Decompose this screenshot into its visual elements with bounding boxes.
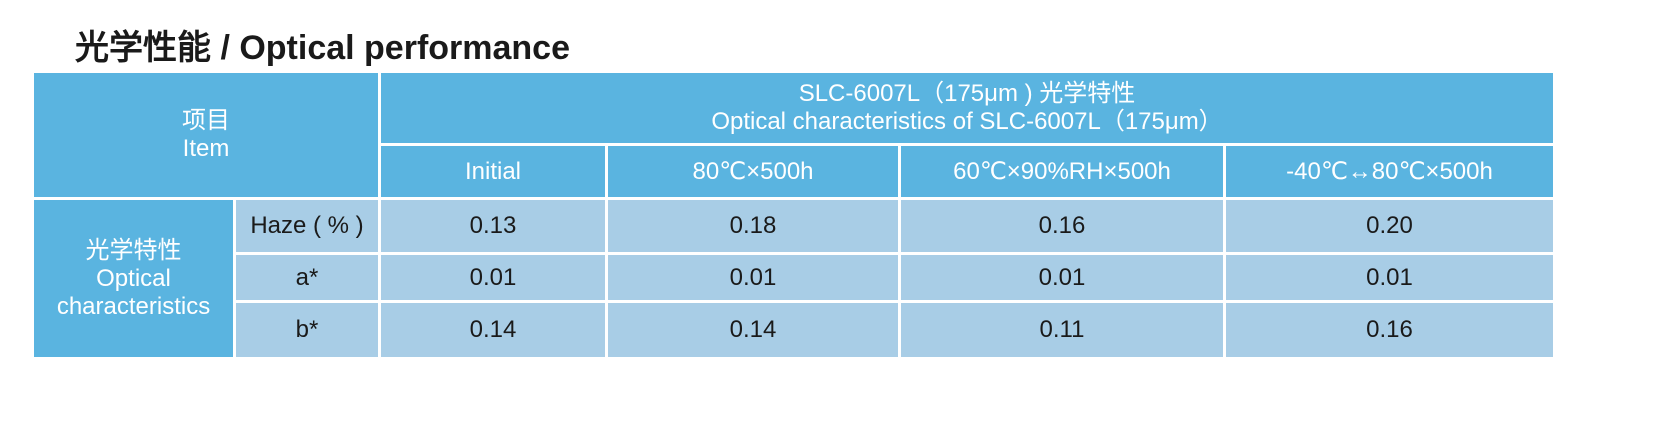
cell-text: 0.14: [469, 316, 517, 343]
value-cell: 0.01: [381, 255, 605, 300]
group-header: 光学特性 Optical characteristics: [34, 200, 233, 357]
cell-text: 0.01: [729, 263, 777, 291]
value-cell: 0.01: [608, 255, 898, 300]
value-cell: 0.16: [1226, 303, 1553, 357]
cell-text: 0.01: [469, 263, 517, 291]
cell-text: SLC-6007L（175μm ) 光学特性: [798, 80, 1136, 107]
condition-header: 80℃×500h: [608, 146, 898, 197]
value-cell: 0.16: [901, 200, 1223, 252]
value-cell: 0.14: [381, 303, 605, 357]
value-cell: 0.20: [1226, 200, 1553, 252]
row-label: b*: [236, 303, 378, 357]
cell-text: 0.01: [1038, 263, 1086, 291]
value-cell: 0.11: [901, 303, 1223, 357]
value-cell: 0.14: [608, 303, 898, 357]
cell-text: Item: [182, 135, 230, 162]
cell-text: 0.14: [729, 316, 777, 343]
cell-text: 0.11: [1039, 316, 1085, 343]
condition-header: Initial: [381, 146, 605, 197]
cell-text: Haze ( % ): [250, 212, 364, 239]
cell-text: 0.20: [1366, 212, 1413, 239]
cell-text: 项目: [182, 107, 230, 134]
item-header: 项目 Item: [34, 73, 378, 197]
cell-text: a*: [295, 263, 319, 291]
title: 光学性能 / Optical performance: [75, 29, 570, 67]
cell-text: 0.01: [1366, 263, 1413, 291]
condition-header: -40℃↔80℃×500h: [1226, 146, 1553, 197]
value-cell: 0.18: [608, 200, 898, 252]
cell-text: characteristics: [56, 292, 211, 320]
cell-text: 0.13: [469, 212, 517, 239]
cell-text: b*: [295, 316, 319, 343]
cell-text: 光学特性: [85, 236, 182, 264]
cell-text: -40℃↔80℃×500h: [1286, 157, 1493, 185]
product-header: SLC-6007L（175μm ) 光学特性 Optical characteri…: [381, 73, 1553, 143]
cell-text: Initial: [464, 157, 522, 185]
value-cell: 0.13: [381, 200, 605, 252]
value-cell: 0.01: [901, 255, 1223, 300]
value-cell: 0.01: [1226, 255, 1553, 300]
cell-text: 0.18: [729, 212, 777, 239]
cell-text: 80℃×500h: [692, 157, 814, 185]
cell-text: Optical characteristics of SLC-6007L（175…: [711, 108, 1223, 135]
condition-header: 60℃×90%RH×500h: [901, 146, 1223, 197]
cell-text: 0.16: [1038, 212, 1086, 239]
cell-text: Optical: [96, 264, 171, 292]
cell-text: 60℃×90%RH×500h: [953, 157, 1171, 185]
row-label: a*: [236, 255, 378, 300]
cell-text: 0.16: [1366, 316, 1413, 343]
row-label: Haze ( % ): [236, 200, 378, 252]
